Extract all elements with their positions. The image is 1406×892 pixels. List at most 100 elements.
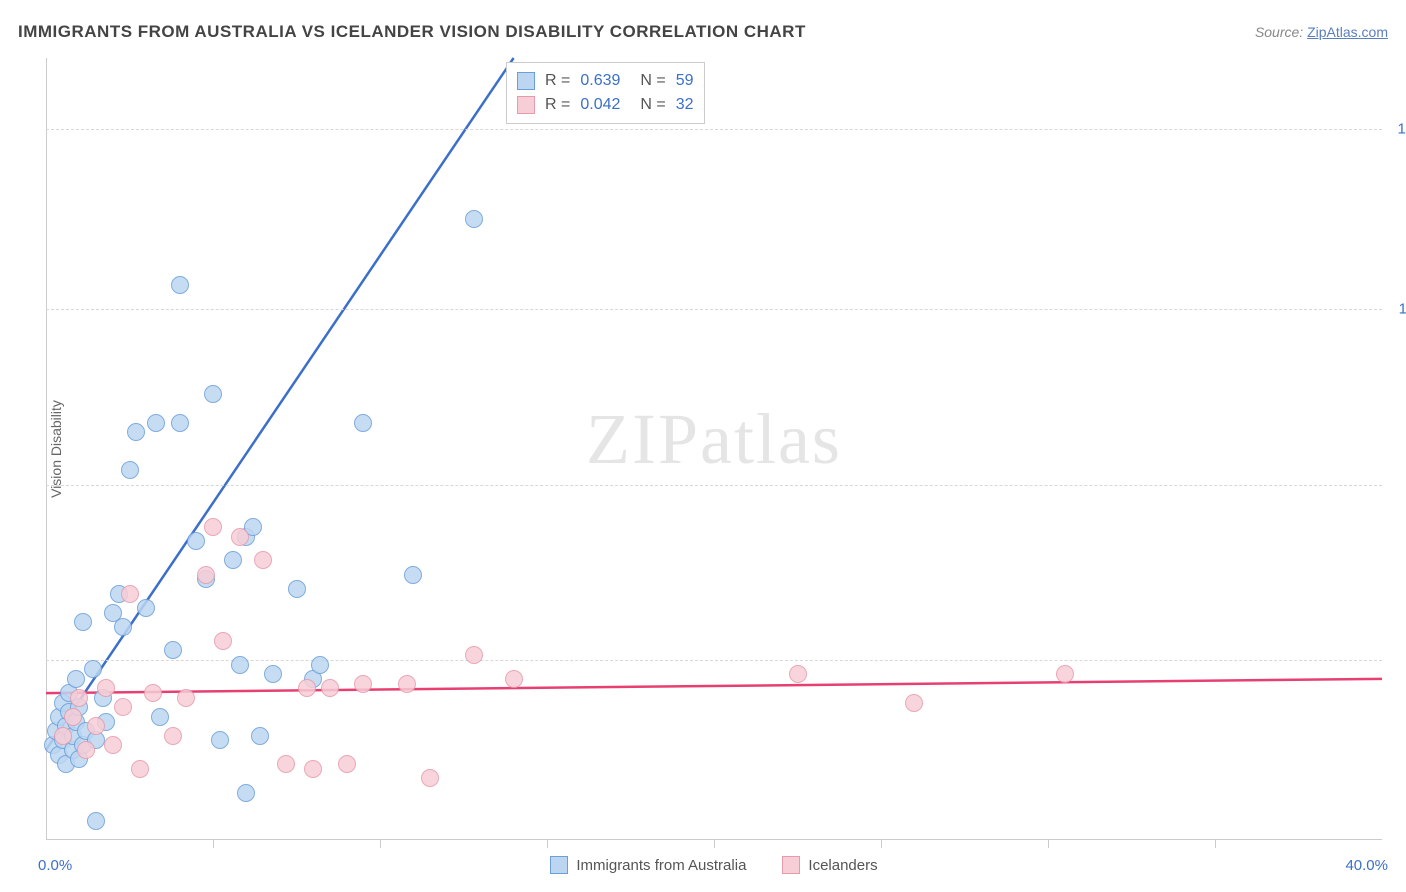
x-origin-label: 0.0% — [38, 857, 72, 874]
stat-r-label: R = — [545, 93, 570, 117]
scatter-point-australia — [465, 210, 483, 228]
scatter-point-icelanders — [121, 585, 139, 603]
legend-swatch — [550, 856, 568, 874]
stat-n-label: N = — [640, 93, 665, 117]
y-tick-label: 15.0% — [1386, 121, 1406, 138]
stat-r-value: 0.639 — [580, 69, 620, 93]
stat-r-label: R = — [545, 69, 570, 93]
legend-swatch — [517, 96, 535, 114]
scatter-point-icelanders — [421, 769, 439, 787]
stat-n-value: 59 — [676, 69, 694, 93]
legend-stats-box: R =0.639N =59R =0.042N =32 — [506, 62, 705, 124]
source-label: Source: — [1255, 24, 1307, 40]
x-tick — [714, 840, 715, 848]
grid-line — [46, 485, 1382, 486]
scatter-point-australia — [204, 385, 222, 403]
scatter-point-australia — [354, 414, 372, 432]
chart-source: Source: ZipAtlas.com — [1255, 24, 1388, 40]
scatter-point-icelanders — [321, 679, 339, 697]
scatter-point-australia — [114, 618, 132, 636]
x-max-label: 40.0% — [1345, 857, 1388, 874]
scatter-point-icelanders — [114, 698, 132, 716]
watermark-atlas: atlas — [700, 399, 842, 479]
scatter-point-icelanders — [70, 689, 88, 707]
scatter-point-australia — [264, 665, 282, 683]
y-tick-label: 7.5% — [1386, 476, 1406, 493]
scatter-point-australia — [137, 599, 155, 617]
scatter-point-australia — [171, 276, 189, 294]
scatter-point-icelanders — [97, 679, 115, 697]
x-tick — [213, 840, 214, 848]
plot-area: ZIPatlas R =0.639N =59R =0.042N =32 3.8%… — [46, 58, 1382, 840]
y-tick-label: 11.2% — [1386, 301, 1406, 318]
stat-n-label: N = — [640, 69, 665, 93]
scatter-point-icelanders — [338, 755, 356, 773]
scatter-point-australia — [121, 461, 139, 479]
legend-label: Icelanders — [808, 857, 877, 874]
scatter-point-icelanders — [197, 566, 215, 584]
scatter-point-australia — [231, 656, 249, 674]
scatter-point-australia — [151, 708, 169, 726]
scatter-point-icelanders — [54, 727, 72, 745]
scatter-point-icelanders — [254, 551, 272, 569]
x-tick — [1048, 840, 1049, 848]
legend-swatch — [517, 72, 535, 90]
scatter-point-icelanders — [304, 760, 322, 778]
scatter-point-icelanders — [87, 717, 105, 735]
scatter-point-icelanders — [465, 646, 483, 664]
scatter-point-icelanders — [214, 632, 232, 650]
scatter-point-icelanders — [64, 708, 82, 726]
scatter-point-icelanders — [164, 727, 182, 745]
scatter-point-australia — [288, 580, 306, 598]
scatter-point-australia — [187, 532, 205, 550]
scatter-point-icelanders — [104, 736, 122, 754]
watermark-zip: ZIP — [586, 399, 700, 479]
scatter-point-icelanders — [77, 741, 95, 759]
x-tick — [1215, 840, 1216, 848]
scatter-point-australia — [251, 727, 269, 745]
scatter-point-icelanders — [354, 675, 372, 693]
bottom-legend-item-icelanders: Icelanders — [782, 856, 877, 874]
scatter-point-australia — [171, 414, 189, 432]
y-tick-label: 3.8% — [1386, 651, 1406, 668]
scatter-point-australia — [84, 660, 102, 678]
y-axis-line — [46, 58, 47, 840]
scatter-point-australia — [211, 731, 229, 749]
scatter-point-icelanders — [204, 518, 222, 536]
plot-wrap: Vision Disability ZIPatlas R =0.639N =59… — [46, 58, 1382, 840]
grid-line — [46, 309, 1382, 310]
stat-n-value: 32 — [676, 93, 694, 117]
scatter-point-icelanders — [398, 675, 416, 693]
scatter-point-icelanders — [131, 760, 149, 778]
bottom-legend: Immigrants from Australia Icelanders — [46, 856, 1382, 874]
scatter-point-australia — [74, 613, 92, 631]
scatter-point-australia — [87, 812, 105, 830]
scatter-point-australia — [311, 656, 329, 674]
scatter-point-icelanders — [1056, 665, 1074, 683]
scatter-point-icelanders — [177, 689, 195, 707]
scatter-point-icelanders — [277, 755, 295, 773]
scatter-point-icelanders — [144, 684, 162, 702]
x-tick — [380, 840, 381, 848]
scatter-point-australia — [164, 641, 182, 659]
source-link[interactable]: ZipAtlas.com — [1307, 24, 1388, 40]
scatter-point-australia — [224, 551, 242, 569]
bottom-legend-item-australia: Immigrants from Australia — [550, 856, 746, 874]
scatter-point-australia — [404, 566, 422, 584]
legend-label: Immigrants from Australia — [576, 857, 746, 874]
scatter-point-australia — [127, 423, 145, 441]
scatter-point-icelanders — [789, 665, 807, 683]
trend-line-australia — [46, 58, 514, 750]
legend-stats-row-australia: R = 0.639 N = 59 — [517, 69, 694, 93]
scatter-point-australia — [237, 784, 255, 802]
grid-line — [46, 129, 1382, 130]
x-tick — [547, 840, 548, 848]
scatter-point-australia — [147, 414, 165, 432]
chart-header: IMMIGRANTS FROM AUSTRALIA VS ICELANDER V… — [18, 22, 1388, 42]
trend-lines — [46, 58, 1382, 840]
scatter-point-icelanders — [905, 694, 923, 712]
scatter-point-icelanders — [505, 670, 523, 688]
scatter-point-icelanders — [231, 528, 249, 546]
scatter-point-australia — [67, 670, 85, 688]
scatter-point-icelanders — [298, 679, 316, 697]
